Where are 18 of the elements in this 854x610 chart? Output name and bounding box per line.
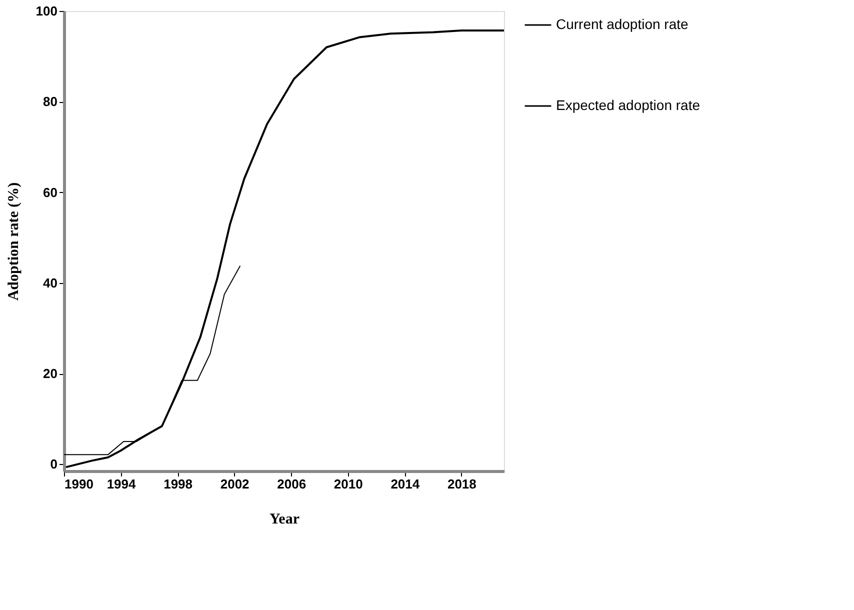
y-tick-label: 60 [43,184,58,200]
y-tick-label: 40 [43,275,58,290]
x-axis-title: Year [270,512,300,528]
x-tick-label: 2018 [447,476,476,492]
x-tick-label: 1990 [64,476,94,492]
legend-label: Expected adoption rate [556,97,700,113]
x-tick-label: 1994 [106,476,137,492]
x-tick-label: 2010 [334,476,363,492]
legend-label: Current adoption rate [556,16,689,32]
x-tick-label: 2006 [277,476,306,492]
x-tick-label: 1998 [164,476,193,492]
y-tick-label: 0 [50,456,58,472]
x-tick-label: 2014 [390,476,420,492]
x-tick-label: 2002 [220,476,250,492]
y-tick-label: 80 [43,94,58,110]
y-tick-label: 100 [36,4,58,18]
y-tick-label: 20 [43,366,58,382]
y-axis-title: Adoption rate (%) [6,182,22,301]
